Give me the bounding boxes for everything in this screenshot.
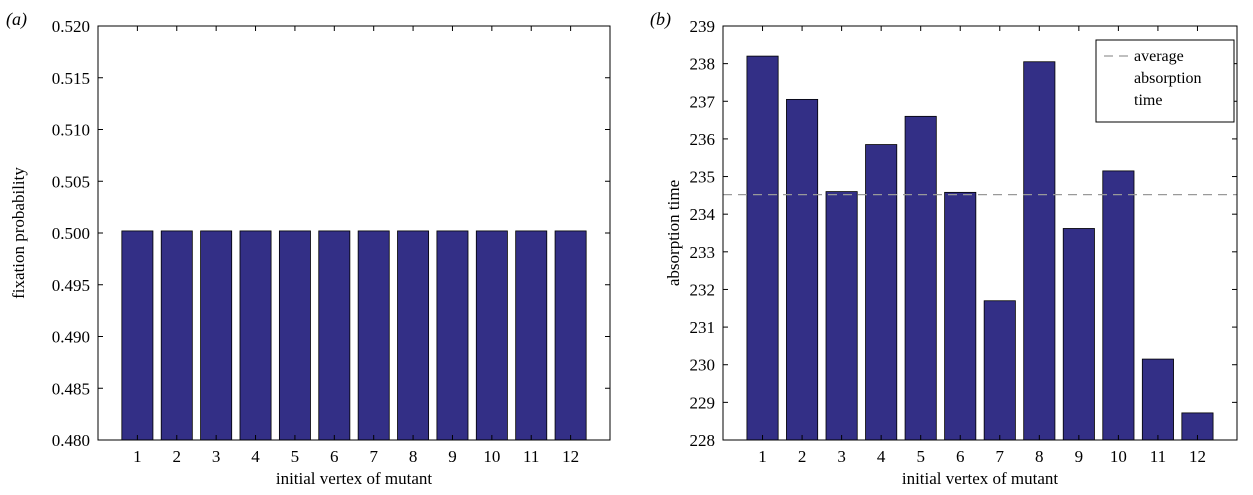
x-tick-label: 11 bbox=[523, 447, 539, 466]
y-tick-label: 235 bbox=[690, 168, 716, 187]
x-tick-label: 8 bbox=[1035, 447, 1044, 466]
x-tick-label: 12 bbox=[562, 447, 579, 466]
bar-10 bbox=[475, 230, 508, 441]
y-tick-label: 232 bbox=[690, 280, 716, 299]
y-tick-label: 0.485 bbox=[52, 379, 90, 398]
bar-5 bbox=[904, 115, 937, 441]
legend-label: absorption bbox=[1134, 70, 1202, 87]
x-tick-label: 3 bbox=[212, 447, 221, 466]
bar-6 bbox=[318, 230, 351, 441]
bar-3 bbox=[200, 230, 233, 441]
axes-box bbox=[722, 25, 1238, 441]
y-tick-label: 238 bbox=[690, 55, 716, 74]
y-axis-label: fixation probability bbox=[9, 167, 28, 299]
x-tick-label: 6 bbox=[956, 447, 965, 466]
bar-4 bbox=[865, 144, 898, 441]
y-tick-label: 236 bbox=[690, 130, 716, 149]
y-tick-label: 0.520 bbox=[52, 17, 90, 36]
y-tick-label: 231 bbox=[690, 318, 716, 337]
legend-label: average bbox=[1134, 48, 1184, 65]
x-tick-label: 5 bbox=[291, 447, 300, 466]
x-tick-label: 7 bbox=[996, 447, 1005, 466]
bar-2 bbox=[786, 98, 819, 441]
y-tick-label: 0.480 bbox=[52, 431, 90, 450]
y-tick-label: 229 bbox=[690, 393, 716, 412]
legend-box bbox=[1095, 39, 1235, 123]
bar-9 bbox=[1062, 228, 1095, 441]
x-tick-label: 9 bbox=[1075, 447, 1084, 466]
bar-1 bbox=[121, 230, 154, 441]
y-tick-label: 234 bbox=[690, 205, 716, 224]
y-tick-label: 237 bbox=[690, 92, 716, 111]
y-tick-label: 0.510 bbox=[52, 121, 90, 140]
bar-11 bbox=[515, 230, 548, 441]
y-tick-label: 0.500 bbox=[52, 224, 90, 243]
bar-7 bbox=[357, 230, 390, 441]
bar-10 bbox=[1102, 170, 1135, 441]
bar-1 bbox=[746, 55, 779, 441]
x-tick-label: 11 bbox=[1150, 447, 1166, 466]
bar-12 bbox=[554, 230, 587, 441]
y-tick-label: 0.505 bbox=[52, 172, 90, 191]
x-tick-label: 8 bbox=[409, 447, 418, 466]
y-tick-label: 0.515 bbox=[52, 69, 90, 88]
bar-4 bbox=[239, 230, 272, 441]
panel-label: (a) bbox=[6, 9, 27, 30]
x-tick-label: 10 bbox=[483, 447, 500, 466]
x-tick-label: 12 bbox=[1189, 447, 1206, 466]
y-tick-label: 233 bbox=[690, 243, 716, 262]
x-tick-label: 1 bbox=[758, 447, 767, 466]
bar-5 bbox=[278, 230, 311, 441]
bar-8 bbox=[1023, 61, 1056, 441]
y-tick-label: 228 bbox=[690, 431, 716, 450]
y-tick-label: 0.495 bbox=[52, 276, 90, 295]
x-tick-label: 3 bbox=[837, 447, 846, 466]
bar-3 bbox=[825, 191, 858, 441]
y-tick-label: 0.490 bbox=[52, 328, 90, 347]
y-axis-label: absorption time bbox=[664, 180, 683, 286]
x-axis-label: initial vertex of mutant bbox=[902, 469, 1059, 488]
x-axis-label: initial vertex of mutant bbox=[276, 469, 433, 488]
legend-label: time bbox=[1134, 92, 1162, 109]
x-tick-label: 7 bbox=[369, 447, 378, 466]
x-tick-label: 4 bbox=[877, 447, 886, 466]
x-tick-label: 10 bbox=[1110, 447, 1127, 466]
bar-11 bbox=[1141, 358, 1174, 441]
bar-8 bbox=[397, 230, 430, 441]
x-tick-label: 1 bbox=[133, 447, 142, 466]
panel-label: (b) bbox=[650, 9, 671, 30]
bar-2 bbox=[160, 230, 193, 441]
y-tick-label: 239 bbox=[690, 17, 716, 36]
x-tick-label: 2 bbox=[798, 447, 807, 466]
x-tick-label: 2 bbox=[173, 447, 182, 466]
x-tick-label: 9 bbox=[448, 447, 457, 466]
y-tick-label: 230 bbox=[690, 356, 716, 375]
bar-6 bbox=[944, 191, 977, 441]
x-tick-label: 6 bbox=[330, 447, 339, 466]
bar-7 bbox=[983, 300, 1016, 441]
x-tick-label: 4 bbox=[251, 447, 260, 466]
x-tick-label: 5 bbox=[916, 447, 925, 466]
bar-9 bbox=[436, 230, 469, 441]
